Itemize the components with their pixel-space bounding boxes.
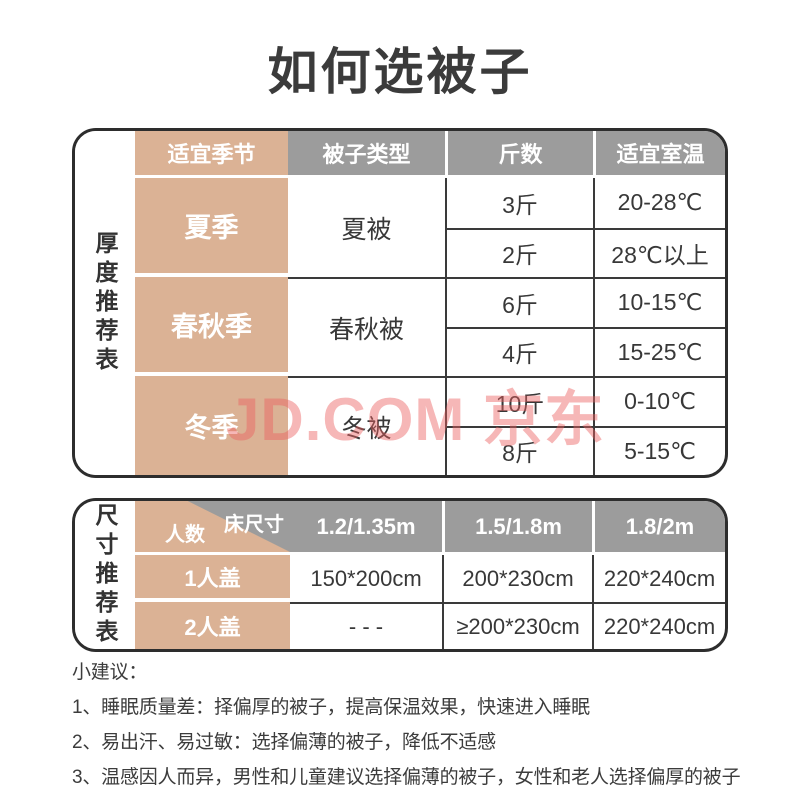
size-table-corner-cell: 床尺寸 人数 xyxy=(135,501,290,555)
tips-section: 小建议： 1、睡眠质量差：择偏厚的被子，提高保温效果，快速进入睡眠 2、易出汗、… xyxy=(72,662,762,802)
temp-cell: 10-15℃ xyxy=(593,277,725,327)
header-weight: 斤数 xyxy=(445,131,593,178)
tip-item-3: 3、温感因人而异，男性和儿童建议选择偏薄的被子，女性和老人选择偏厚的被子 xyxy=(72,767,741,788)
season-cell-winter: 冬季 xyxy=(135,376,288,475)
quilt-cell-winter: 冬被 xyxy=(288,376,445,475)
temp-cell: 15-25℃ xyxy=(593,326,725,376)
header-bed-size: 1.5/1.8m xyxy=(442,501,592,555)
temp-cell: 28℃以上 xyxy=(593,227,725,277)
row-label-one-person: 1人盖 xyxy=(135,555,290,602)
row-label-two-person: 2人盖 xyxy=(135,602,290,649)
header-season: 适宜季节 xyxy=(135,131,288,178)
weight-cell: 10斤 xyxy=(445,376,593,426)
size-cell: 200*230cm xyxy=(442,555,592,602)
season-cell-spring-autumn: 春秋季 xyxy=(135,277,288,376)
tip-item-2: 2、易出汗、易过敏：选择偏薄的被子，降低不适感 xyxy=(72,732,496,753)
quilt-cell-summer: 夏被 xyxy=(341,215,392,244)
size-cell: - - - xyxy=(290,602,442,649)
header-quilt-type: 被子类型 xyxy=(288,131,445,178)
quilt-cell-spring-autumn: 春秋被 xyxy=(288,277,445,376)
header-room-temp: 适宜室温 xyxy=(593,131,725,178)
weight-cell: 2斤 xyxy=(445,227,593,277)
size-cell: 220*240cm xyxy=(592,602,725,649)
tip-item-1: 1、睡眠质量差：择偏厚的被子，提高保温效果，快速进入睡眠 xyxy=(72,697,590,718)
temp-cell: 0-10℃ xyxy=(593,376,725,426)
temp-cell: 20-28℃ xyxy=(593,178,725,228)
weight-cell: 6斤 xyxy=(445,277,593,327)
season-cell-summer: 夏季 xyxy=(135,178,288,277)
thickness-table: 厚度推荐表 适宜季节 被子类型 斤数 适宜室温 夏季 夏被 3斤 20-28℃ … xyxy=(72,128,728,478)
thickness-table-side-label: 厚度推荐表 xyxy=(75,131,135,475)
tips-title: 小建议： xyxy=(72,662,148,683)
temp-cell: 5-15℃ xyxy=(593,425,725,475)
size-table-side-label: 尺寸推荐表 xyxy=(75,501,135,649)
size-cell: 220*240cm xyxy=(592,555,725,602)
header-bed-size: 1.8/2m xyxy=(592,501,725,555)
corner-bed-size-label: 床尺寸 xyxy=(224,514,284,536)
weight-cell: 8斤 xyxy=(445,425,593,475)
page-title: 如何选被子 xyxy=(267,44,533,100)
size-cell: ≥200*230cm xyxy=(442,602,592,649)
weight-cell: 3斤 xyxy=(445,178,593,228)
corner-people-label: 人数 xyxy=(165,524,205,546)
size-table: 尺寸推荐表 床尺寸 人数 1.2/1.35m 1.5/1.8m 1.8/2m 1… xyxy=(72,498,728,652)
header-bed-size: 1.2/1.35m xyxy=(290,501,442,555)
weight-cell: 4斤 xyxy=(445,326,593,376)
size-cell: 150*200cm xyxy=(310,565,422,591)
